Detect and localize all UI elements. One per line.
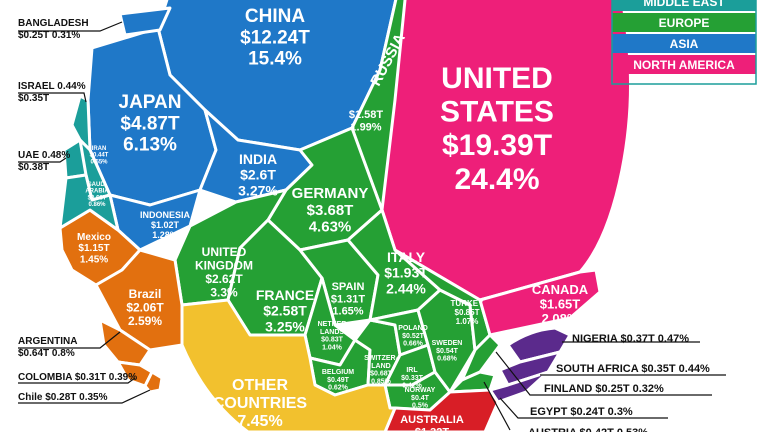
label-germany: GERMANY $3.68T 4.63% xyxy=(292,185,369,236)
label-italy: ITALY $1.93T 2.44% xyxy=(384,249,428,296)
legend-label-asia: ASIA xyxy=(670,37,699,51)
label-russia-values: $1.58T 1.99% xyxy=(349,109,384,133)
label-turkey: TURKEY $0.85T 1.07% xyxy=(451,299,485,326)
label-india: INDIA $2.6T 3.27% xyxy=(238,151,278,198)
outside-label-egypt: EGYPT $0.24T 0.3% xyxy=(530,406,633,418)
legend-label-europe: EUROPE xyxy=(659,16,710,30)
label-china: CHINA $12.24T 15.4% xyxy=(240,6,310,70)
outside-label-chile: Chile $0.28T 0.35% xyxy=(18,392,108,403)
leader-austria xyxy=(483,381,511,431)
label-sweden: SWEDEN $0.54T 0.68% xyxy=(432,340,463,363)
outside-label-colombia: COLOMBIA $0.31T 0.39% xyxy=(18,372,137,383)
label-irl: IRL $0.33T 0.42% xyxy=(401,367,424,390)
label-saudi-arabia: SAUDI ARABIA $0.68T 0.86% xyxy=(85,182,109,208)
leader-finland xyxy=(495,351,712,396)
outside-label-bangladesh: BANGLADESH $0.25T 0.31% xyxy=(18,18,89,41)
leader-israel xyxy=(18,92,87,103)
leader-chile xyxy=(18,389,151,404)
legend-swatch-asia xyxy=(612,34,756,53)
cell-australia xyxy=(383,388,500,432)
label-other-countries: OTHER COUNTRIES 7.45% xyxy=(213,377,308,430)
leader-argentina xyxy=(18,331,121,349)
cell-nigeria xyxy=(506,326,572,364)
label-japan: JAPAN $4.87T 6.13% xyxy=(119,92,182,156)
label-united-states: UNITED STATES $19.39T 24.4% xyxy=(440,62,554,196)
cell-canada xyxy=(478,268,602,337)
label-iran: IRAN $0.44T 0.55% xyxy=(90,146,109,165)
legend-swatch-north-america xyxy=(612,55,756,74)
label-nether-lands: NETHER LANDS $0.83T 1.04% xyxy=(318,321,347,352)
label-brazil: Brazil $2.06T 2.59% xyxy=(126,287,164,328)
label-indonesia: INDONESIA $1.02T 1.28% xyxy=(140,210,191,240)
label-switzer-land: SWITZER-LAND $0.68T 0.85% xyxy=(364,355,398,386)
legend-swatch-middle-east xyxy=(612,0,756,11)
cell-saudi-arabia xyxy=(58,173,120,232)
legend-label-middle-east: MIDDLE EAST xyxy=(643,0,725,9)
label-spain: SPAIN $1.31T 1.65% xyxy=(331,281,366,318)
outside-label-israel: ISRAEL 0.44% $0.35T xyxy=(18,81,86,104)
label-australia: AUSTRALIA$1.32T xyxy=(400,414,464,432)
label-france: FRANCE $2.58T 3.25% xyxy=(256,287,314,334)
label-mexico: Mexico $1.15T 1.45% xyxy=(77,232,111,265)
label-belgium: BELGIUM $0.49T 0.62% xyxy=(322,369,354,392)
cell-finland xyxy=(460,333,502,382)
leader-colombia xyxy=(18,377,136,384)
outside-label-argentina: ARGENTINA $0.64T 0.8% xyxy=(18,336,77,359)
leader-bangladesh xyxy=(18,21,123,32)
leader-egypt xyxy=(499,397,668,419)
cell-austria xyxy=(448,370,497,394)
label-united-kingdom: UNITED KINGDOM $2.62T 3.3% xyxy=(195,245,253,299)
outside-label-south-africa: SOUTH AFRICA $0.35T 0.44% xyxy=(556,363,710,375)
label-norway: NORWAY $0.4T 0.5% xyxy=(405,387,436,410)
legend-label-north-america: NORTH AMERICA xyxy=(633,58,735,72)
label-canada: CANADA $1.65T 2.08% xyxy=(532,282,589,326)
legend-frame xyxy=(611,0,757,85)
outside-label-nigeria: NIGERIA $0.37T 0.47% xyxy=(572,333,689,345)
label-poland: POLAND $0.52T 0.66% xyxy=(398,325,428,348)
cell-bangladesh xyxy=(118,6,172,37)
outside-label-uae: UAE 0.48% $0.38T xyxy=(18,150,70,173)
outside-label-finland: FINLAND $0.25T 0.32% xyxy=(544,383,664,395)
outside-label-austria: AUSTRIA $0.42T 0.53% xyxy=(528,427,648,432)
leader-uae xyxy=(18,157,67,163)
legend-swatch-europe xyxy=(612,13,756,32)
